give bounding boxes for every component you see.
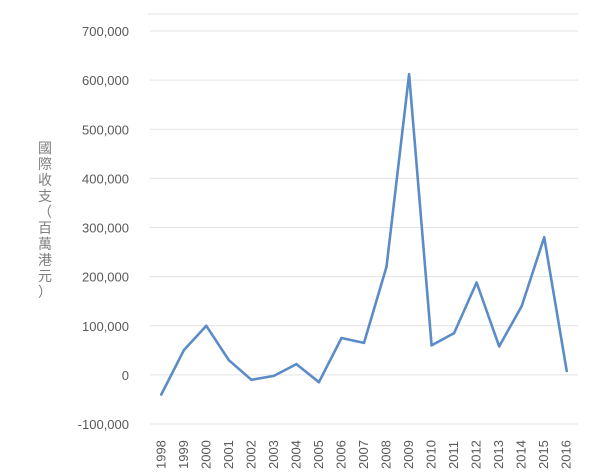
y-tick-labels: 700,000 600,000 500,000 400,000 300,000 200,0… — [78, 24, 129, 432]
x-tick-label: 1998 — [153, 440, 168, 469]
y-axis-title-char: （ — [38, 205, 52, 221]
x-tick-label: 2002 — [243, 440, 258, 469]
data-point — [340, 336, 343, 340]
y-tick-label: -100,000 — [78, 417, 129, 432]
x-tick-label: 2011 — [446, 441, 461, 469]
y-tick-label: 200,000 — [82, 270, 129, 285]
y-tick-label: 600,000 — [82, 73, 129, 88]
y-axis-title-char: 萬 — [38, 237, 52, 253]
series-line — [160, 72, 569, 396]
y-axis-title-char: 支 — [38, 189, 52, 205]
data-point — [317, 381, 321, 384]
data-point — [272, 374, 276, 378]
data-point — [452, 331, 456, 335]
x-tick-label: 1999 — [176, 440, 191, 469]
x-tick-label: 2001 — [221, 440, 236, 469]
y-axis-title-char: 百 — [38, 221, 52, 237]
x-tick-label: 2008 — [379, 440, 394, 469]
data-point — [475, 281, 478, 284]
data-point — [430, 344, 433, 347]
y-axis-title-char: 港 — [38, 253, 52, 269]
y-axis-title-char: ） — [38, 285, 52, 301]
y-axis-title-char: 收 — [38, 173, 52, 189]
y-axis-title-char: 元 — [38, 269, 52, 285]
data-point — [227, 358, 231, 362]
y-axis-title-char: 際 — [38, 157, 52, 173]
data-point — [543, 236, 546, 239]
y-tick-label: 0 — [122, 368, 129, 383]
x-tick-label: 2016 — [559, 440, 574, 469]
x-tick-label: 2010 — [424, 440, 439, 469]
y-tick-label: 700,000 — [82, 24, 129, 39]
y-axis-title-char: 國 — [38, 141, 52, 157]
x-tick-labels: 1998 1999 2000 2001 2002 2003 2004 2005 2006 2007… — [153, 440, 573, 469]
data-point — [182, 349, 185, 352]
x-tick-label: 2005 — [311, 440, 326, 469]
gridlines — [150, 30, 578, 425]
x-tick-label: 2004 — [288, 440, 303, 469]
series-layer — [160, 72, 569, 396]
data-point — [407, 73, 411, 76]
x-tick-label: 2006 — [333, 440, 348, 469]
data-point — [205, 324, 208, 327]
data-point — [520, 304, 523, 308]
x-tick-label: 2013 — [491, 440, 506, 469]
data-point — [160, 393, 163, 396]
x-tick-label: 2000 — [198, 440, 213, 469]
y-tick-label: 300,000 — [82, 221, 129, 236]
data-point — [362, 341, 366, 345]
y-tick-label: 400,000 — [82, 171, 129, 186]
x-tick-label: 2007 — [356, 440, 371, 469]
data-point — [497, 345, 501, 348]
x-tick-label: 2003 — [266, 440, 281, 469]
x-tick-label: 2009 — [401, 440, 416, 469]
x-tick-label: 2014 — [514, 440, 529, 469]
x-tick-label: 2012 — [469, 440, 484, 469]
x-tick-label: 2015 — [536, 440, 551, 469]
y-tick-label: 100,000 — [82, 319, 129, 334]
data-point — [295, 362, 298, 366]
data-point — [385, 265, 388, 268]
data-point — [565, 369, 568, 373]
data-point — [250, 378, 253, 381]
y-tick-label: 500,000 — [82, 122, 129, 137]
